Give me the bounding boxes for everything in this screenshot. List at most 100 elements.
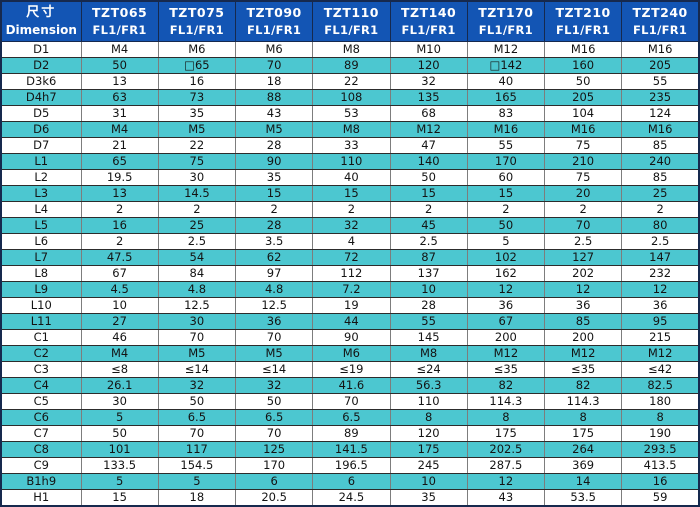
table-cell: 25 [157, 216, 237, 234]
table-cell: 45 [389, 216, 468, 234]
table-cell: 202 [543, 264, 623, 282]
table-cell: 50 [543, 72, 623, 90]
table-cell: 101 [80, 440, 159, 458]
table-cell: 15 [466, 184, 546, 202]
table-cell: 200 [543, 328, 623, 346]
table-cell: 7.2 [312, 280, 391, 298]
table-cell: 80 [621, 216, 700, 234]
table-cell: 90 [312, 328, 391, 346]
row-label: L4 [0, 200, 82, 218]
table-cell: 135 [389, 88, 468, 106]
table-cell: 112 [312, 264, 391, 282]
table-cell: 43 [466, 488, 546, 506]
table-cell: 53 [312, 104, 391, 122]
table-cell: 10 [389, 472, 468, 490]
row-label: L10 [0, 296, 82, 314]
table-cell: 28 [234, 216, 314, 234]
table-cell: 264 [543, 440, 623, 458]
table-cell: 60 [466, 168, 546, 186]
table-cell: 53.5 [543, 488, 623, 506]
table-cell: 232 [621, 264, 700, 282]
table-cell: 67 [466, 312, 546, 330]
table-cell: 2 [80, 200, 159, 218]
table-cell: 10 [80, 296, 159, 314]
row-label: C2 [0, 344, 82, 362]
table-cell: 75 [543, 136, 623, 154]
table-row-l11: L11 27 30 36 44 55 67 85 95 [0, 312, 700, 330]
row-label: L3 [0, 184, 82, 202]
table-cell: 2 [389, 200, 468, 218]
table-cell: 19 [312, 296, 391, 314]
table-cell: 19.5 [80, 168, 159, 186]
row-label: L2 [0, 168, 82, 186]
table-cell: 50 [80, 56, 159, 74]
table-row-c6: C6 5 6.5 6.5 6.5 8 8 8 8 [0, 408, 700, 426]
table-cell: 27 [80, 312, 159, 330]
table-cell: 13 [80, 72, 159, 90]
table-cell: M8 [389, 344, 468, 362]
table-cell: 160 [543, 56, 623, 74]
row-label: D7 [0, 136, 82, 154]
row-label: C3 [0, 360, 82, 378]
table-cell: 59 [621, 488, 700, 506]
table-cell: 85 [621, 168, 700, 186]
table-cell: 32 [389, 72, 468, 90]
table-cell: 120 [389, 424, 468, 442]
table-cell: 25 [621, 184, 700, 202]
table-cell: 8 [466, 408, 546, 426]
model-variant: FL1/FR1 [169, 22, 224, 37]
table-cell: 35 [234, 168, 314, 186]
table-cell: 170 [466, 152, 546, 170]
row-label: C1 [0, 328, 82, 346]
table-cell: M16 [621, 120, 700, 138]
model-variant: FL1/FR1 [633, 22, 688, 37]
table-row-c3: C3 ≤8 ≤14 ≤14 ≤19 ≤24 ≤35 ≤35 ≤42 [0, 360, 700, 378]
table-cell: M12 [466, 344, 546, 362]
table-cell: 12 [466, 472, 546, 490]
table-cell: 75 [543, 168, 623, 186]
table-cell: 22 [157, 136, 237, 154]
table-cell: 5 [80, 472, 159, 490]
table-cell: 16 [157, 72, 237, 90]
table-cell: 16 [80, 216, 159, 234]
table-cell: M12 [389, 120, 468, 138]
table-cell: 47 [389, 136, 468, 154]
table-cell: 6.5 [234, 408, 314, 426]
table-cell: 24.5 [312, 488, 391, 506]
table-cell: 154.5 [157, 456, 237, 474]
table-row-l6: L6 2 2.5 3.5 4 2.5 5 2.5 2.5 [0, 232, 700, 250]
table-row-c5: C5 30 50 50 70 110 114.3 114.3 180 [0, 392, 700, 410]
table-cell: 175 [389, 440, 468, 458]
table-cell: 3.5 [234, 232, 314, 250]
table-cell: 36 [234, 312, 314, 330]
table-cell: 196.5 [312, 456, 391, 474]
row-label: L5 [0, 216, 82, 234]
table-cell: 102 [466, 248, 546, 266]
table-cell: 35 [389, 488, 468, 506]
table-cell: 4 [312, 232, 391, 250]
model-name: TZT170 [478, 5, 534, 21]
table-cell: 4.5 [80, 280, 159, 298]
table-row-h1: H1 15 18 20.5 24.5 35 43 53.5 59 [0, 488, 700, 506]
table-cell: 104 [543, 104, 623, 122]
table-cell: 13 [80, 184, 159, 202]
table-cell: 205 [543, 88, 623, 106]
row-label: C9 [0, 456, 82, 474]
row-label: L6 [0, 232, 82, 250]
table-row-c7: C7 50 70 70 89 120 175 175 190 [0, 424, 700, 442]
table-cell: 2 [621, 200, 700, 218]
table-cell: 44 [312, 312, 391, 330]
table-cell: 369 [543, 456, 623, 474]
table-cell: 70 [157, 424, 237, 442]
row-label: H1 [0, 488, 82, 506]
table-cell: 46 [80, 328, 159, 346]
table-cell: 75 [157, 152, 237, 170]
table-cell: 205 [621, 56, 700, 74]
table-cell: 88 [234, 88, 314, 106]
table-cell: M8 [312, 120, 391, 138]
table-cell: 30 [157, 312, 237, 330]
table-cell: M4 [80, 344, 159, 362]
row-label: D5 [0, 104, 82, 122]
model-variant: FL1/FR1 [401, 22, 456, 37]
